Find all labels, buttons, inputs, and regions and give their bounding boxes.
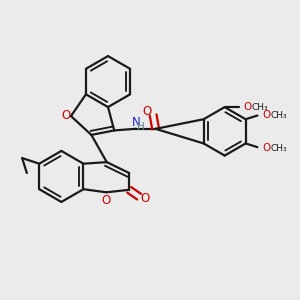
Text: CH₃: CH₃	[271, 144, 287, 153]
Text: O: O	[62, 109, 71, 122]
Text: O: O	[244, 102, 252, 112]
Text: O: O	[262, 143, 271, 153]
Text: O: O	[101, 194, 110, 207]
Text: N: N	[132, 116, 141, 129]
Text: O: O	[142, 105, 152, 118]
Text: CH₃: CH₃	[271, 111, 287, 120]
Text: O: O	[141, 192, 150, 205]
Text: O: O	[262, 110, 271, 120]
Text: H: H	[137, 122, 145, 132]
Text: CH₃: CH₃	[252, 103, 268, 112]
